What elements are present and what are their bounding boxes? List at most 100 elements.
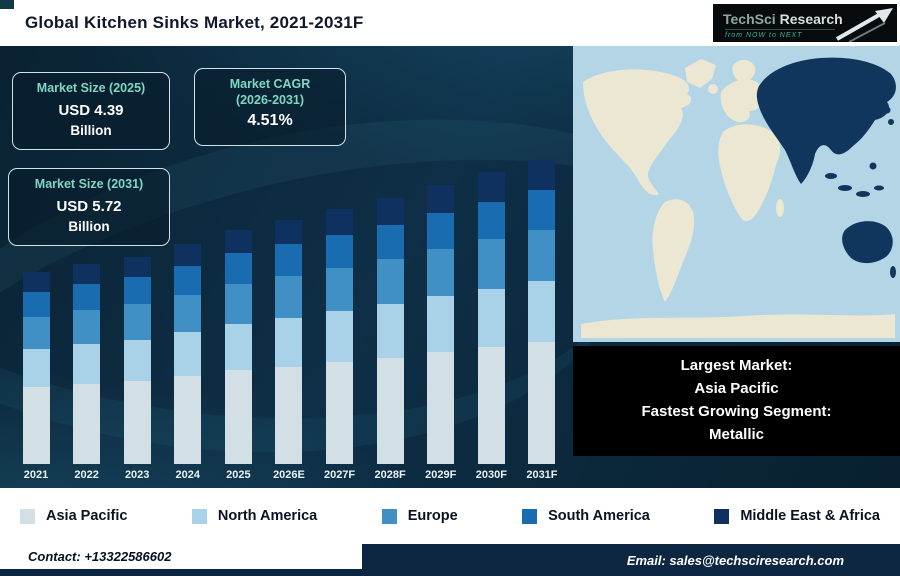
map-north-america [583,69,692,196]
main-area: 2021 2022 2023 2024 2025 2026E 2027F 2028F 2029F… [0,46,900,488]
bar-2030f [477,172,505,464]
chart-area: 2021 2022 2023 2024 2025 2026E 2027F 2028F 2029F… [6,46,566,488]
footer: Contact: +13322586602 Email: sales@techs… [0,544,900,576]
bar-segment-asia-pacific [427,352,455,464]
bar-segment-middle-east-africa [275,219,303,245]
largest-market-label: Largest Market: [680,357,793,375]
page-title: Global Kitchen Sinks Market, 2021-2031F [25,13,364,32]
bar-segment-north-america [427,296,455,353]
bar-segment-europe [376,259,404,305]
header: Global Kitchen Sinks Market, 2021-2031F … [0,0,900,46]
bar-2025 [224,229,252,464]
map-scandinavia [732,59,756,83]
map-indonesia [838,185,852,191]
bar-segment-north-america [22,349,50,388]
legend-label-north-america: North America [217,508,318,524]
map-south-america [652,199,695,302]
bar-segment-europe [174,294,202,333]
map-indonesia [825,173,837,179]
bar-segment-asia-pacific [376,357,404,464]
bar-segment-europe [224,283,252,324]
bar-segment-south-america [73,284,101,311]
largest-market-value: Asia Pacific [694,380,779,398]
bar-segment-europe [427,248,455,297]
x-axis-label: 2021 [23,469,49,481]
bar-segment-asia-pacific [477,347,505,464]
map-greenland [685,59,716,88]
bar-segment-europe [123,304,151,340]
bar-segment-europe [477,239,505,289]
legend-item-north-america: North America [191,508,318,524]
bar-column-2030f: 2030F [469,172,513,484]
bar-segment-south-america [477,201,505,240]
map-antarctica [581,314,895,338]
market-size-2031-label: Market Size (2031) [34,177,144,191]
legend-swatch-asia-pacific [20,508,35,524]
legend: Asia Pacific North America Europe South Ame… [0,488,900,544]
market-size-2025-box: Market Size (2025) USD 4.39 Billion [12,72,170,150]
bar-segment-asia-pacific [123,381,151,464]
bar-segment-north-america [477,288,505,348]
footer-email-strip: Email: sales@techsciresearch.com [362,544,900,576]
bar-2023 [123,256,151,464]
legend-label-south-america: South America [548,508,650,524]
map-indonesia [874,185,884,191]
logo-arrow-icon [836,8,893,42]
legend-swatch-south-america [522,508,538,524]
bar-segment-north-america [275,317,303,367]
bar-column-2023: 2023 [115,256,159,484]
bar-segment-middle-east-africa [376,197,404,225]
bar-column-2021: 2021 [14,272,58,484]
bar-column-2031f: 2031F [520,160,564,484]
x-axis-label: 2022 [74,469,99,481]
bar-segment-south-america [376,224,404,260]
logo-tagline: from NOW to NEXT [725,29,835,39]
bar-segment-asia-pacific [275,366,303,464]
bar-2028f [376,197,404,464]
market-size-2031-unit: Billion [68,218,110,234]
map-madagascar [776,199,784,217]
map-uk [708,84,718,94]
bar-segment-south-america [22,291,50,317]
x-axis-label: 2027F [323,469,356,481]
bar-segment-europe [528,229,556,282]
bar-segment-north-america [528,281,556,343]
market-cagr-box: Market CAGR (2026-2031) 4.51% [194,68,346,146]
bar-segment-europe [326,267,354,311]
bar-segment-middle-east-africa [22,272,50,292]
bar-column-2024: 2024 [166,244,210,484]
x-axis-label: 2024 [175,469,201,481]
legend-item-middle-east-africa: Middle East & Africa [714,508,880,524]
contact-text: Contact: +13322586602 [28,549,172,564]
bar-2024 [174,244,202,464]
bar-segment-south-america [275,244,303,277]
bar-segment-middle-east-africa [123,256,151,278]
x-axis-label: 2025 [226,469,251,481]
bar-segment-europe [73,310,101,345]
legend-item-south-america: South America [522,508,650,524]
bar-segment-south-america [174,266,202,295]
market-cagr-label: Market CAGR [229,77,311,91]
bar-segment-south-america [427,212,455,249]
map-asia-highlight [756,57,896,184]
x-axis-label: 2028F [374,469,406,481]
map-philippines [869,162,877,170]
bar-segment-asia-pacific [174,376,202,464]
map-australia [842,221,893,264]
x-axis-label: 2026E [273,469,305,481]
bar-2029f [427,185,455,464]
bar-segment-north-america [224,323,252,371]
techsci-logo: TechSci Research from NOW to NEXT [713,4,897,42]
bar-segment-north-america [376,304,404,358]
bar-segment-europe [275,276,303,318]
bar-2022 [73,264,101,464]
legend-item-asia-pacific: Asia Pacific [20,508,127,524]
fastest-segment-label: Fastest Growing Segment: [641,403,832,420]
largest-market-box: Largest Market: Asia Pacific Fastest Gro… [573,346,900,456]
bar-segment-middle-east-africa [528,160,556,191]
legend-swatch-middle-east-africa [714,508,730,524]
bar-segment-middle-east-africa [477,172,505,202]
footer-contact-strip: Contact: +13322586602 [0,544,362,576]
map-africa [718,124,781,222]
